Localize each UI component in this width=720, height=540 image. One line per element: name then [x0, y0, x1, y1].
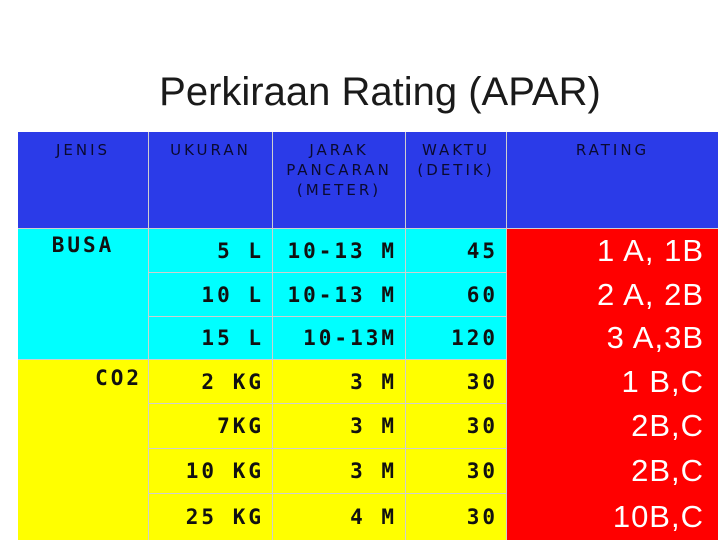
waktu-cell: 30 — [406, 404, 506, 448]
ukuran-cell: 10 KG — [149, 449, 272, 493]
jarak-cell: 10-13 M — [273, 273, 405, 316]
waktu-cell: 30 — [406, 449, 506, 493]
jarak-cell: 10-13 M — [273, 229, 405, 272]
header-jenis: JENIS — [18, 132, 148, 228]
header-ukuran: UKURAN — [149, 132, 272, 228]
rating-cell: 3 A,3B — [507, 317, 718, 359]
ukuran-cell: 25 KG — [149, 494, 272, 540]
waktu-cell: 120 — [406, 317, 506, 359]
waktu-cell: 60 — [406, 273, 506, 316]
header-rating: RATING — [507, 132, 718, 228]
jenis-co2: CO2 — [18, 360, 148, 540]
apar-rating-table: JENIS UKURAN JARAK PANCARAN (METER) WAKT… — [18, 132, 718, 540]
rating-cell: 2B,C — [507, 449, 718, 493]
waktu-cell: 45 — [406, 229, 506, 272]
ukuran-cell: 10 L — [149, 273, 272, 316]
jarak-cell: 4 M — [273, 494, 405, 540]
jarak-cell: 3 M — [273, 360, 405, 403]
ukuran-cell: 7KG — [149, 404, 272, 448]
ukuran-cell: 5 L — [149, 229, 272, 272]
jarak-cell: 10-13M — [273, 317, 405, 359]
waktu-cell: 30 — [406, 494, 506, 540]
ukuran-cell: 15 L — [149, 317, 272, 359]
header-jarak: JARAK PANCARAN (METER) — [273, 132, 405, 228]
rating-cell: 2B,C — [507, 404, 718, 448]
waktu-cell: 30 — [406, 360, 506, 403]
slide-title: Perkiraan Rating (APAR) — [159, 70, 601, 114]
jenis-label: BUSA — [51, 233, 115, 257]
jarak-cell: 3 M — [273, 404, 405, 448]
rating-cell: 1 B,C — [507, 360, 718, 403]
jarak-cell: 3 M — [273, 449, 405, 493]
rating-cell: 2 A, 2B — [507, 273, 718, 316]
ukuran-cell: 2 KG — [149, 360, 272, 403]
rating-cell: 1 A, 1B — [507, 229, 718, 272]
jenis-busa: BUSA — [18, 229, 148, 359]
jenis-label: CO2 — [95, 366, 142, 390]
rating-cell: 10B,C — [507, 494, 718, 540]
header-waktu: WAKTU (DETIK) — [406, 132, 506, 228]
